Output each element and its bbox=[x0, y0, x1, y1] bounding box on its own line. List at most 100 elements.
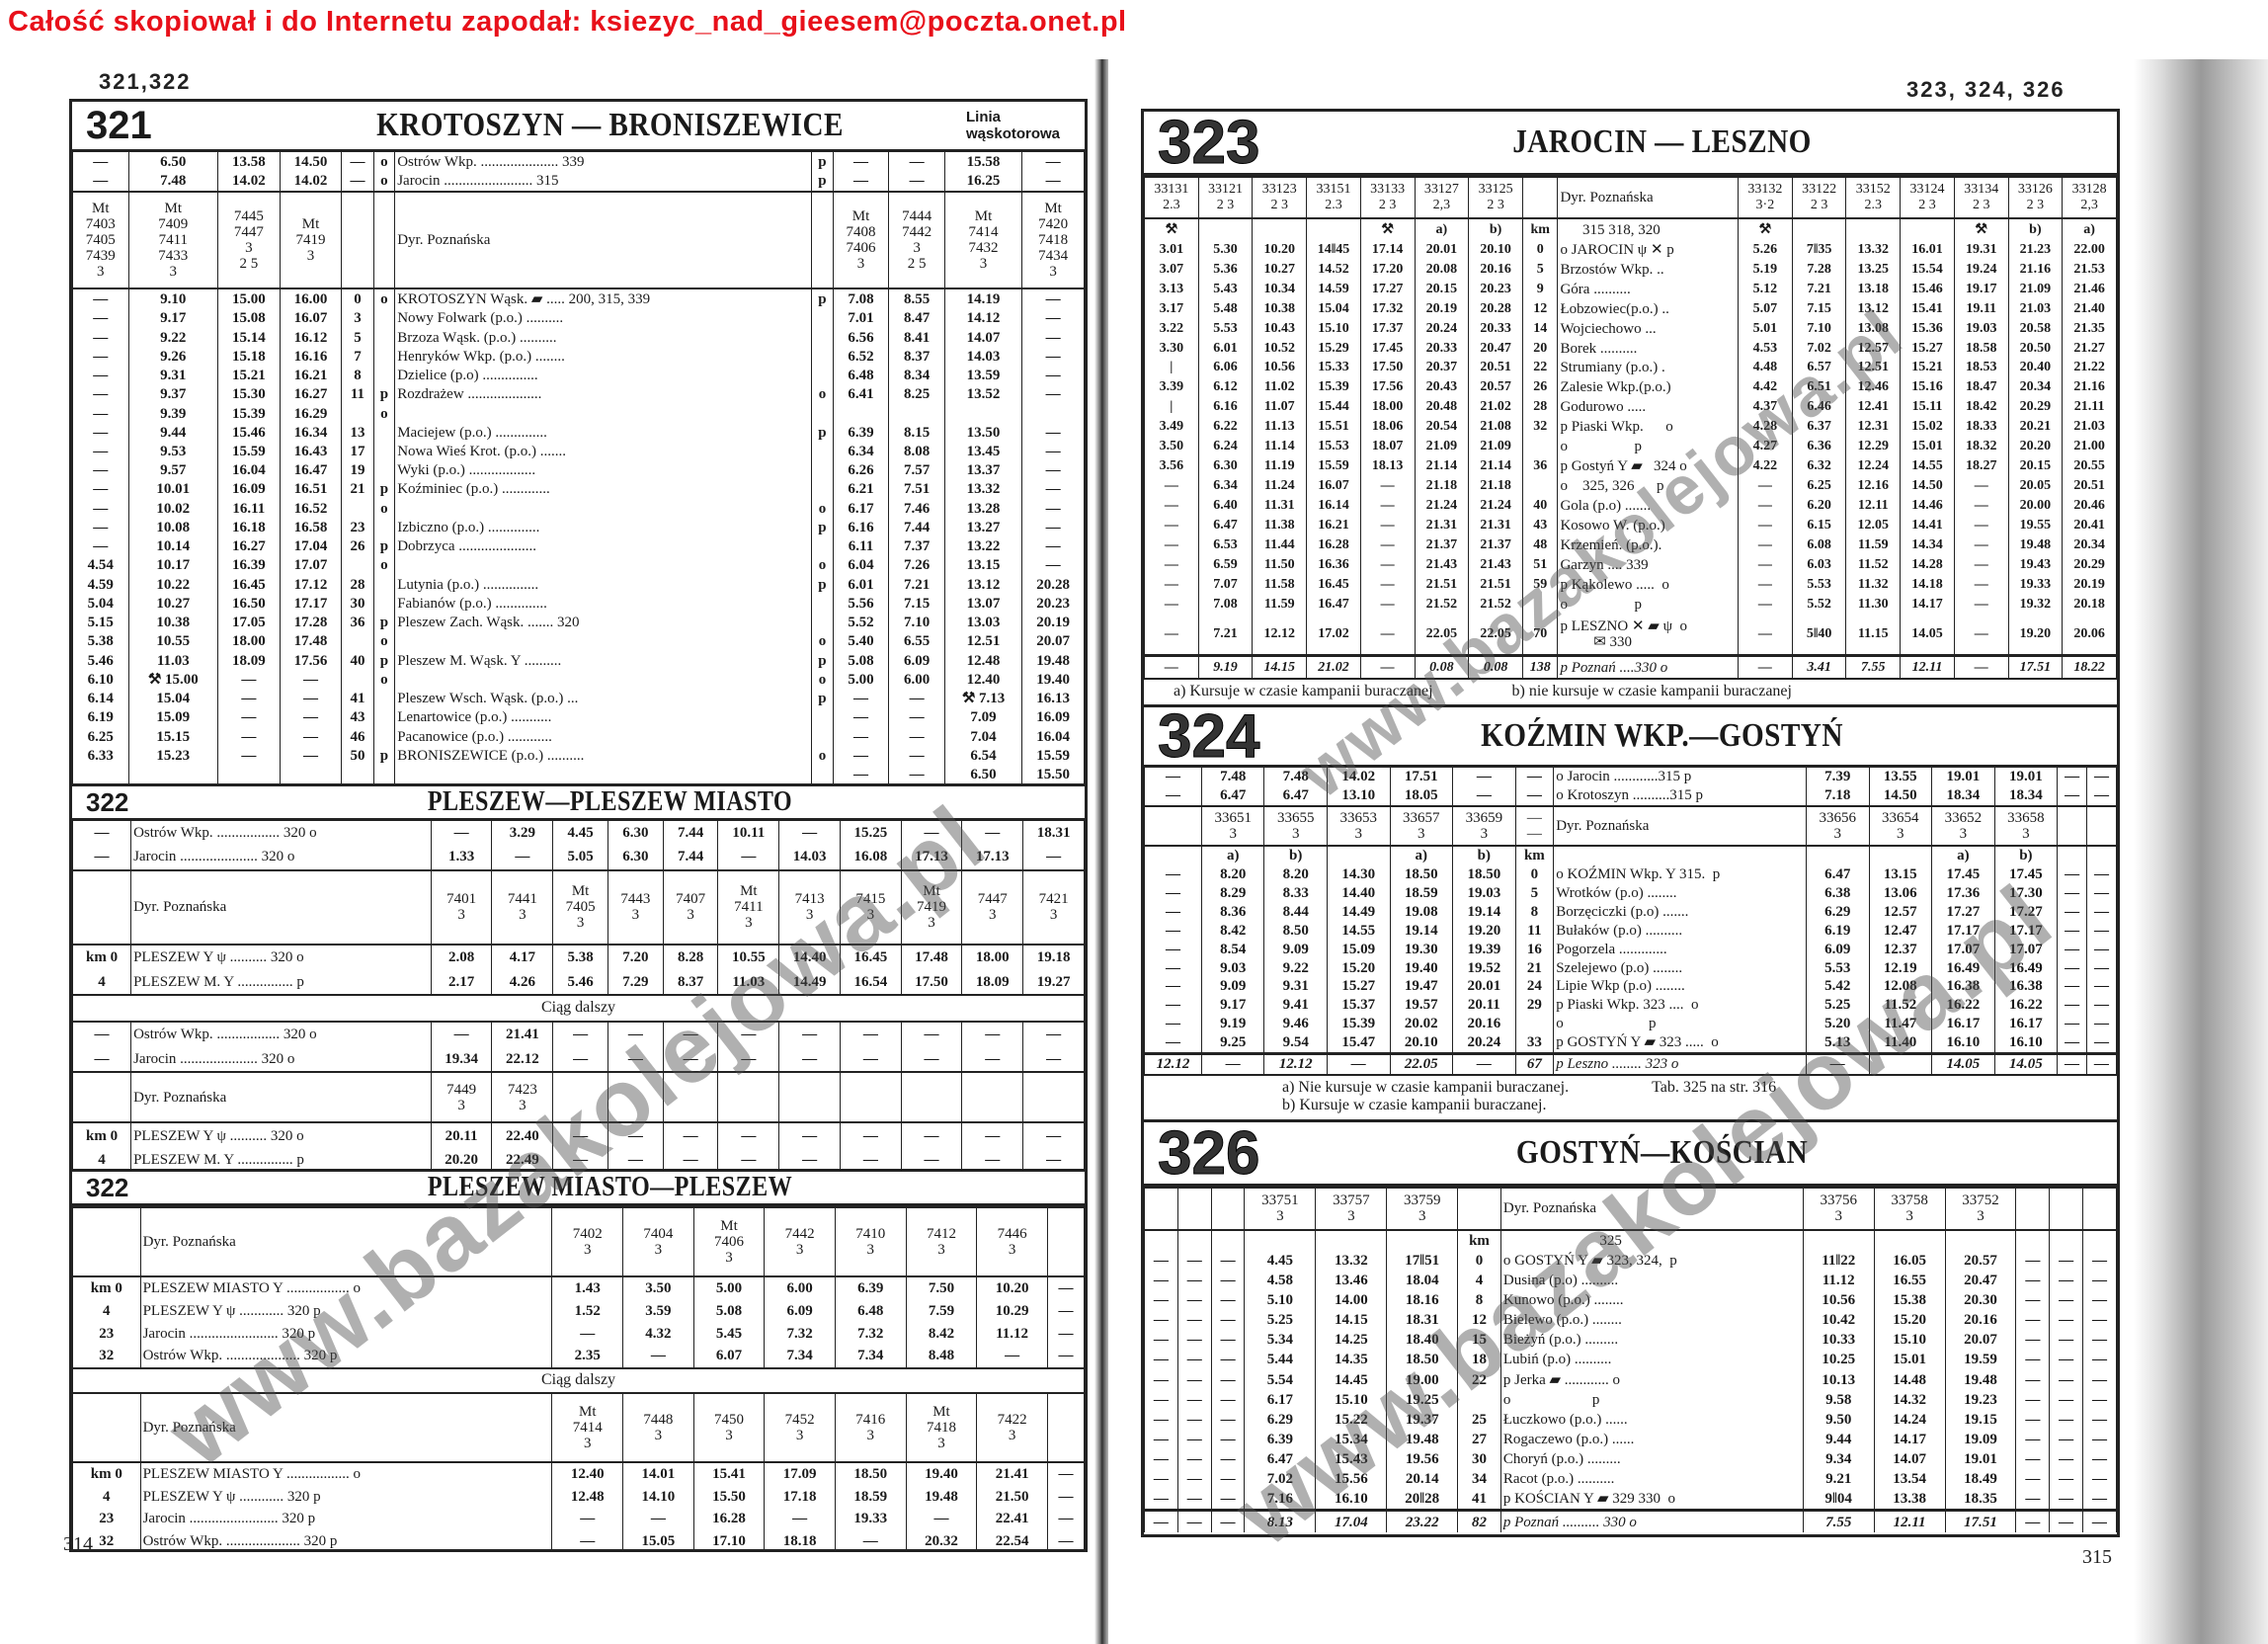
time-cell: — bbox=[72, 366, 129, 385]
time-cell: a) bbox=[1414, 218, 1470, 240]
time-cell: 8.41 bbox=[888, 327, 945, 348]
time-cell: 8.28 bbox=[662, 944, 719, 970]
time-cell: 70 bbox=[1521, 615, 1559, 656]
time-cell: 5.53 bbox=[1791, 575, 1847, 596]
time-cell: 19.18 bbox=[1022, 944, 1085, 970]
time-cell: Mt 7405 3 bbox=[552, 868, 608, 945]
time-cell: 16.51 bbox=[279, 479, 343, 500]
time-cell: 7.32 bbox=[764, 1322, 836, 1345]
time-cell: 9.54 bbox=[1263, 1032, 1328, 1054]
time-cell: 20.57 bbox=[1944, 1251, 2017, 1272]
time-cell: — bbox=[1176, 1488, 1212, 1511]
timetable-row: —9.17 9.41 15.37 19.57 20.11 29 p Piaski Wkp. … bbox=[1144, 995, 2117, 1015]
time-cell: 7.55 bbox=[1845, 654, 1902, 678]
time-cell: 21.40 bbox=[2062, 298, 2117, 319]
time-cell: 6.01 bbox=[832, 575, 890, 595]
time-cell: 15.59 bbox=[1306, 456, 1361, 477]
time-cell: 6.08 bbox=[1791, 535, 1847, 556]
time-cell: — bbox=[1953, 595, 2009, 616]
time-cell: — bbox=[900, 1046, 963, 1073]
time-cell: 9.53 bbox=[127, 442, 219, 461]
time-cell: 3.49 bbox=[1144, 417, 1199, 438]
time-cell: — bbox=[2015, 1488, 2051, 1511]
time-cell bbox=[811, 190, 834, 290]
time-cell: 6.34 bbox=[1197, 476, 1254, 497]
time-cell: — bbox=[1046, 1344, 1085, 1368]
station-name: Łobzowiec(p.o.) .. bbox=[1557, 298, 1740, 319]
time-cell: 18.35 bbox=[1944, 1488, 2017, 1511]
time-cell bbox=[372, 442, 396, 461]
station-name: Lipie Wkp (p.o) ........ bbox=[1553, 977, 1807, 996]
time-cell: 21.00 bbox=[2062, 437, 2117, 457]
continuation-label: Ciąg dalszy bbox=[72, 1366, 1085, 1394]
time-cell: 21.52 bbox=[1468, 595, 1523, 616]
time-cell bbox=[811, 403, 834, 424]
time-cell bbox=[1144, 804, 1202, 847]
time-cell: 12.57 bbox=[1868, 902, 1933, 922]
time-cell: 33127 2,3 bbox=[1414, 175, 1470, 220]
time-cell bbox=[372, 594, 396, 614]
time-cell: — bbox=[2082, 1330, 2117, 1351]
time-cell: 15.00 bbox=[217, 288, 281, 309]
time-cell: — bbox=[1021, 536, 1085, 556]
time-cell: 9.19 bbox=[1200, 1014, 1265, 1033]
station-name: o GOSTYŃ Y ▰ 323, 324, p bbox=[1499, 1251, 1804, 1272]
time-cell: 22.05 bbox=[1389, 1051, 1454, 1074]
time-cell: 16.22 bbox=[1993, 995, 2059, 1015]
time-cell: 21.46 bbox=[2062, 279, 2117, 299]
timetable-grid: 33751 3 33757 3 33759 3 Dyr. Poznańska 33756… bbox=[1144, 1187, 2117, 1532]
timetable-row: 4.54 10.17 16.39 17.07 o o 6.04 7.26 13.15— bbox=[72, 555, 1085, 576]
time-cell: 8.44 bbox=[1263, 902, 1328, 922]
time-cell: — bbox=[2057, 977, 2088, 996]
time-cell: 12.24 bbox=[1845, 456, 1902, 477]
time-cell: 17.07 bbox=[279, 555, 343, 576]
time-cell: 6.47 bbox=[1244, 1448, 1317, 1469]
time-cell: 11.59 bbox=[1845, 535, 1902, 556]
timetable-row: — — —6.29 15.22 19.37 25 Łuczkowo (p.o.) .....… bbox=[1144, 1409, 2117, 1430]
time-cell: 11.52 bbox=[1868, 995, 1933, 1015]
time-cell: 5.36 bbox=[1197, 259, 1254, 280]
time-cell: 4.45 bbox=[1244, 1251, 1317, 1272]
time-cell: p bbox=[372, 384, 396, 404]
time-cell: 15.50 bbox=[692, 1485, 766, 1509]
station-name: Lutynia (p.o.) ............... bbox=[394, 575, 813, 595]
time-cell: — bbox=[2049, 1448, 2084, 1469]
time-cell: 13.22 bbox=[943, 536, 1023, 556]
time-cell: 8.33 bbox=[1263, 883, 1328, 903]
time-cell: 14.10 bbox=[622, 1485, 694, 1509]
station-name: Szelejewo (p.o) ........ bbox=[1553, 958, 1807, 978]
route-title: JAROCIN — LESZNO bbox=[1512, 123, 1812, 160]
time-cell: 32 bbox=[72, 1344, 141, 1368]
time-cell bbox=[2057, 804, 2088, 847]
time-cell: 12.31 bbox=[1845, 417, 1902, 438]
time-cell: 5.13 bbox=[1806, 1032, 1870, 1054]
time-cell: 36 bbox=[1521, 456, 1559, 477]
time-cell: 15.18 bbox=[217, 347, 281, 367]
time-cell: — bbox=[1021, 288, 1085, 309]
station-name: Strumiany (p.o.) . bbox=[1557, 358, 1740, 378]
time-cell: — bbox=[551, 1508, 624, 1530]
time-cell: 9.34 bbox=[1802, 1448, 1875, 1469]
time-cell: 8.47 bbox=[888, 308, 945, 328]
time-cell: 17.07 bbox=[1993, 940, 2059, 959]
time-cell: 5.44 bbox=[1244, 1350, 1317, 1370]
time-cell: 6.40 bbox=[1197, 496, 1254, 517]
timetable-row: ⚒ ⚒ a) b) km 315 318, 320 ⚒ ⚒ b) a) bbox=[1144, 218, 2117, 240]
time-cell: 21.02 bbox=[1468, 397, 1523, 418]
time-cell: 16.45 bbox=[217, 575, 281, 595]
time-cell: 16.39 bbox=[217, 555, 281, 576]
time-cell: 19.17 bbox=[1953, 279, 2009, 299]
time-cell: 8.48 bbox=[905, 1344, 978, 1368]
time-cell: 30 bbox=[341, 594, 374, 614]
time-cell: 16.08 bbox=[839, 845, 902, 870]
time-cell: 9.39 bbox=[127, 403, 219, 424]
time-cell: 6.39 bbox=[832, 423, 890, 443]
time-cell: 19.48 bbox=[1386, 1429, 1459, 1449]
time-cell: — bbox=[72, 171, 129, 192]
time-cell: 20.19 bbox=[1414, 298, 1470, 319]
time-cell: 5.45 bbox=[692, 1322, 766, 1345]
time-cell: — bbox=[279, 726, 343, 747]
time-cell: 2.35 bbox=[551, 1344, 624, 1368]
timetable-row: 23 Jarocin ........................ 320 p… bbox=[72, 1508, 1085, 1530]
time-cell: — bbox=[1176, 1409, 1212, 1430]
